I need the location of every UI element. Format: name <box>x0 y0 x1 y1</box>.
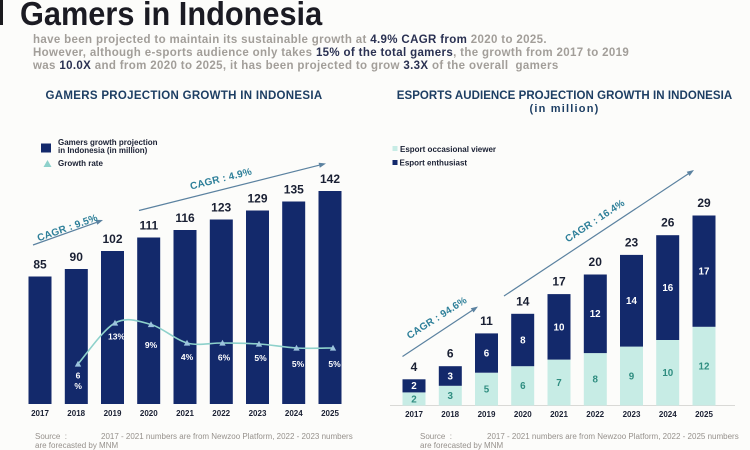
svg-text:in Indonesia (in million): in Indonesia (in million) <box>58 146 148 155</box>
svg-text:2019: 2019 <box>104 409 122 418</box>
svg-text:26: 26 <box>661 216 675 230</box>
svg-text:9: 9 <box>629 371 635 382</box>
svg-text:29: 29 <box>697 196 711 210</box>
svg-text:2018: 2018 <box>441 410 459 419</box>
svg-text:123: 123 <box>211 201 231 215</box>
svg-text:%: % <box>74 381 82 391</box>
svg-text:2017 - 2021 numbers are from N: 2017 - 2021 numbers are from Newzoo Plat… <box>487 432 739 441</box>
svg-text:are forecasted by MNM: are forecasted by MNM <box>420 441 503 450</box>
svg-text:5%: 5% <box>328 359 341 369</box>
svg-text:4: 4 <box>411 360 418 374</box>
svg-text:11: 11 <box>480 314 493 328</box>
svg-text:7: 7 <box>556 378 562 389</box>
svg-text:2022: 2022 <box>212 409 230 418</box>
svg-text:Growth rate: Growth rate <box>58 159 103 168</box>
svg-text:2018: 2018 <box>67 409 85 418</box>
svg-text:129: 129 <box>247 192 267 206</box>
svg-text:2021: 2021 <box>176 409 194 418</box>
svg-text:Source :: Source : <box>35 432 67 441</box>
svg-text:135: 135 <box>284 183 304 197</box>
svg-text:111: 111 <box>139 219 158 233</box>
svg-text:Gamers growth projection: Gamers growth projection <box>58 138 158 147</box>
svg-text:12: 12 <box>590 309 601 320</box>
svg-text:90: 90 <box>70 250 84 264</box>
svg-text:3: 3 <box>447 391 453 402</box>
svg-text:8: 8 <box>520 335 526 346</box>
svg-text:CAGR : 4.9%: CAGR : 4.9% <box>189 166 253 192</box>
svg-text:6%: 6% <box>218 353 231 363</box>
svg-text:2: 2 <box>411 394 417 405</box>
svg-text:2024: 2024 <box>285 409 303 418</box>
svg-text:20: 20 <box>589 255 603 269</box>
svg-text:Esport occasional viewer: Esport occasional viewer <box>400 145 496 154</box>
svg-text:2023: 2023 <box>249 409 267 418</box>
svg-text:85: 85 <box>33 258 47 272</box>
svg-text:2024: 2024 <box>659 410 677 419</box>
svg-text:6: 6 <box>447 347 454 361</box>
svg-text:2: 2 <box>411 381 417 392</box>
svg-text:2021: 2021 <box>550 410 568 419</box>
svg-text:6: 6 <box>484 349 490 360</box>
svg-text:2017: 2017 <box>405 410 423 419</box>
svg-text:3: 3 <box>447 371 453 382</box>
svg-text:5%: 5% <box>254 353 267 363</box>
svg-text:6: 6 <box>520 381 526 392</box>
svg-text:14: 14 <box>626 296 637 307</box>
svg-text:are forecasted by MNM: are forecasted by MNM <box>35 441 118 450</box>
svg-text:2023: 2023 <box>623 410 641 419</box>
svg-text:2025: 2025 <box>695 410 713 419</box>
svg-text:2017 - 2021 numbers are from N: 2017 - 2021 numbers are from Newzoo Plat… <box>101 432 353 441</box>
svg-text:4%: 4% <box>181 352 194 362</box>
svg-text:102: 102 <box>102 232 122 246</box>
svg-text:17: 17 <box>699 267 710 278</box>
svg-text:5: 5 <box>484 385 490 396</box>
svg-text:8: 8 <box>592 375 598 386</box>
svg-text:9%: 9% <box>145 340 158 350</box>
svg-text:142: 142 <box>320 172 340 186</box>
svg-text:13%: 13% <box>108 332 125 342</box>
svg-text:12: 12 <box>699 362 710 373</box>
svg-text:10: 10 <box>662 368 673 379</box>
svg-text:2025: 2025 <box>321 409 339 418</box>
svg-text:23: 23 <box>625 235 639 249</box>
svg-text:6: 6 <box>76 371 81 381</box>
svg-text:5%: 5% <box>292 359 305 369</box>
svg-text:2017: 2017 <box>31 409 49 418</box>
svg-text:2019: 2019 <box>478 410 496 419</box>
svg-text:2020: 2020 <box>514 410 532 419</box>
svg-text:2022: 2022 <box>586 410 604 419</box>
svg-text:Esport enthusiast: Esport enthusiast <box>400 159 468 168</box>
svg-text:10: 10 <box>554 322 565 333</box>
svg-text:116: 116 <box>175 211 195 225</box>
svg-text:2020: 2020 <box>140 409 158 418</box>
svg-text:16: 16 <box>662 283 673 294</box>
svg-text:CAGR : 9.5%: CAGR : 9.5% <box>36 213 99 245</box>
svg-text:Source :: Source : <box>420 432 452 441</box>
svg-text:14: 14 <box>516 294 530 308</box>
svg-text:17: 17 <box>552 275 566 289</box>
